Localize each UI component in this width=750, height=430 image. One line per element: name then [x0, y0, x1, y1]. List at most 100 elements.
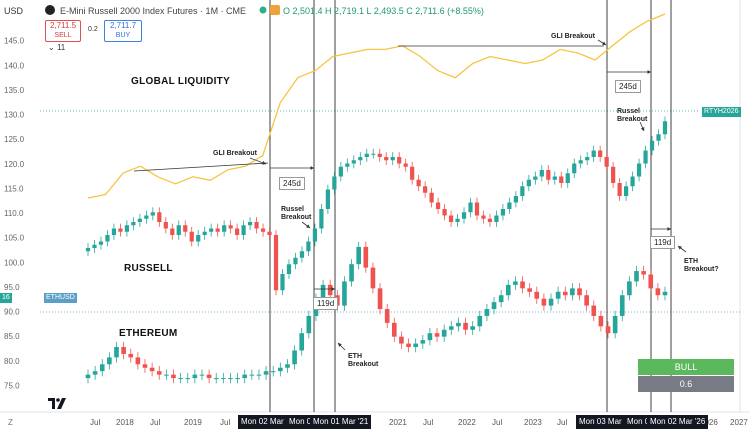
y-tick-label: 95.0 [4, 283, 20, 292]
russell-candle [546, 170, 551, 180]
ethereum-candle [306, 315, 312, 334]
ethereum-candle [555, 291, 561, 299]
russell-candle [513, 196, 518, 203]
russell-candle [487, 218, 493, 222]
russell-candle [286, 264, 292, 274]
y-tick-label: 120.0 [4, 160, 25, 169]
ethereum-candle [135, 357, 141, 365]
russell-candle [124, 225, 130, 232]
x-tick-label: 2027 [730, 418, 748, 427]
y-tick-label: 90.0 [4, 308, 20, 317]
ethereum-candle [114, 347, 119, 358]
bull-value-badge: 0.6 [638, 376, 734, 392]
y-tick-label: 80.0 [4, 357, 20, 366]
left-value-tag: 16 [0, 293, 12, 303]
russell-candle [507, 202, 512, 209]
x-tick-label: 2023 [524, 418, 542, 427]
ethereum-candle [413, 343, 418, 348]
russell-candle [526, 179, 531, 187]
russell-candle [319, 209, 324, 229]
russell-candle [176, 225, 181, 235]
x-tick-label: Jul [90, 418, 101, 427]
russell-candle [306, 241, 311, 252]
duration-arrow-245-1-head [310, 166, 314, 170]
ethereum-candle [484, 309, 490, 316]
sell-price: 2,711.5 [49, 21, 77, 30]
x-tick-label: 2021 [389, 418, 407, 427]
russell-label: RUSSELL [124, 263, 173, 274]
russel-breakout-note-2: Russel Breakout [617, 108, 648, 123]
russell-candle [481, 215, 486, 219]
x-tick-label: 2018 [116, 418, 134, 427]
ohlc-readout: O 2,501.4 H 2,719.1 L 2,493.5 C 2,711.6 … [283, 6, 484, 16]
russell-candle [429, 192, 434, 203]
ethereum-candle [299, 333, 305, 351]
ethereum-candle [228, 378, 233, 380]
ethereum-candle [470, 326, 475, 330]
buy-button[interactable]: 2,711.7 BUY [104, 20, 142, 42]
russell-candle [364, 153, 369, 157]
ethereum-candle [420, 340, 426, 344]
buy-price: 2,711.7 [109, 21, 137, 30]
russell-candle [299, 251, 305, 258]
russell-candle [144, 215, 149, 219]
x-tick-label: 2019 [184, 418, 202, 427]
timezone-icon[interactable]: Z [8, 418, 13, 427]
russell-candle [222, 225, 227, 232]
sell-button[interactable]: 2,711.5 SELL [45, 20, 81, 42]
duration-119d-box-1: 119d [313, 297, 339, 310]
eth-price-tag: ETHUSD [44, 293, 77, 303]
russell-candle [455, 218, 460, 222]
ethereum-candle [520, 281, 525, 289]
eth-breakout-question-note: ETH Breakout? [684, 258, 719, 273]
russell-candle [662, 121, 668, 135]
crosshair-date-4: Mon 03 Mar [576, 415, 625, 429]
ethereum-candle [327, 284, 333, 296]
russell-candle [585, 157, 590, 161]
x-tick-label: 2026 [700, 418, 718, 427]
ethereum-candle [349, 264, 354, 282]
indicator-count: 11 [56, 43, 66, 52]
ethereum-candle [427, 333, 433, 341]
russell-candle [293, 257, 298, 265]
gli-breakout-range-1 [133, 162, 269, 172]
ethereum-candle [270, 371, 276, 373]
ethereum-candle [156, 371, 162, 375]
russell-candle [384, 157, 389, 161]
ethereum-candle [249, 374, 255, 376]
indicators-toggle[interactable]: ⌄ 11 [48, 43, 65, 52]
y-tick-label: 130.0 [4, 111, 25, 120]
russell-candle [196, 235, 201, 242]
ethereum-candle [263, 371, 269, 375]
ethereum-candle [206, 374, 212, 379]
ethereum-candle [242, 374, 248, 379]
ethereum-candle [498, 295, 504, 303]
russell-candle [371, 153, 376, 155]
russell-candle [150, 212, 155, 216]
duration-arrow-119-1-head [331, 287, 335, 291]
y-tick-label: 105.0 [4, 234, 25, 243]
duration-arrow-119-2-head [667, 227, 671, 231]
x-tick-label: Jul [492, 418, 503, 427]
russell-candle [539, 170, 544, 177]
russell-candle [423, 186, 428, 193]
russel-breakout-arrow-1-head [306, 224, 310, 228]
status-indicator-icon [258, 4, 282, 18]
russell-candle [448, 215, 454, 222]
ethereum-candle [121, 347, 126, 354]
x-tick-label: Jul [557, 418, 568, 427]
ethereum-candle [534, 291, 540, 299]
y-tick-label: 115.0 [4, 184, 24, 193]
russell-candle [623, 186, 629, 196]
ethereum-candle [92, 371, 98, 375]
ethereum-candle [448, 326, 454, 330]
russell-candle [468, 202, 473, 213]
ethereum-candle [199, 374, 205, 376]
ethereum-candle [598, 315, 604, 327]
ethereum-candle [463, 322, 468, 330]
russell-candle [280, 274, 285, 291]
ethereum-candle [171, 374, 176, 379]
russell-candle [345, 163, 350, 167]
eth-breakout-arrow-head [338, 343, 342, 347]
